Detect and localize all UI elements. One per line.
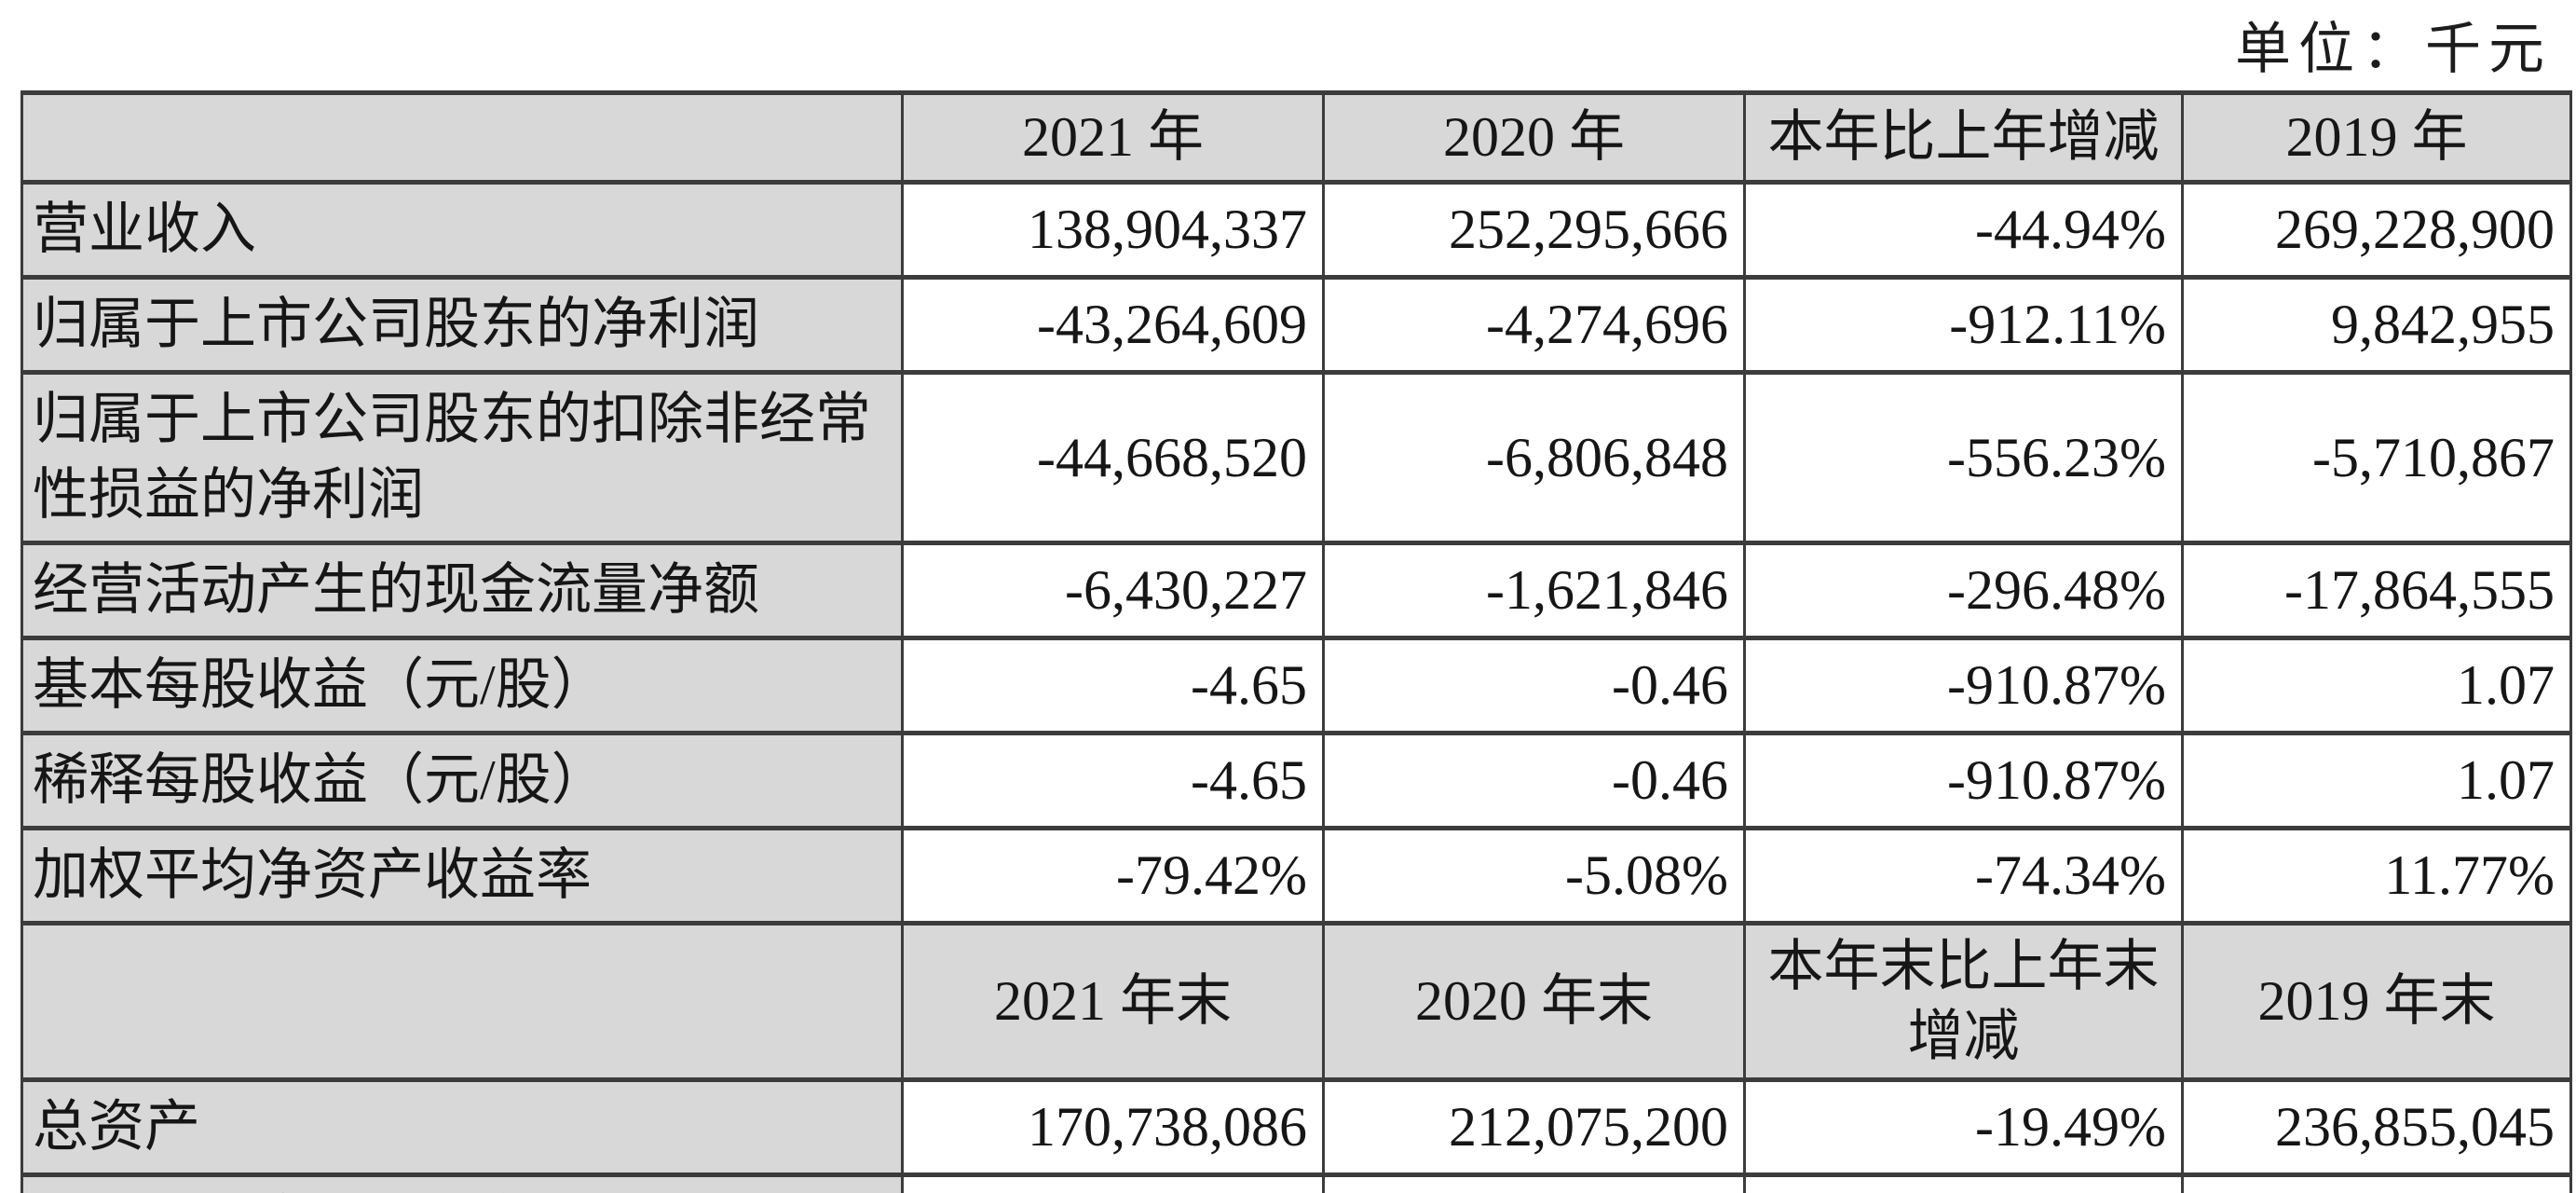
value-change: -556.23% [1743, 370, 2184, 545]
value-2019: -17,864,555 [2181, 541, 2572, 640]
row-label: 加权平均净资产收益率 [20, 826, 904, 926]
table-row-net-profit-excl-nonrecurring: 归属于上市公司股东的扣除非经常性损益的净利润 -44,668,520 -6,80… [20, 370, 2572, 545]
value-2021: -43,264,609 [901, 275, 1325, 375]
header-2020-end: 2020 年末 [1322, 921, 1746, 1082]
value-2019: -5,710,867 [2181, 370, 2572, 545]
header-2021: 2021 年 [901, 90, 1325, 185]
table-row-diluted-eps: 稀释每股收益（元/股） -4.65 -0.46 -910.87% 1.07 [20, 731, 2572, 830]
row-label: 归属于上市公司股东的净资产 [20, 1172, 904, 1193]
header-yearend-change-line2: 增减 [1907, 1005, 2020, 1067]
value-2019: 1.07 [2181, 731, 2572, 830]
row-label: 经营活动产生的现金流量净额 [20, 541, 904, 640]
corner-cell [20, 90, 904, 185]
value-2019: 269,228,900 [2181, 180, 2572, 280]
value-change: -912.11% [1743, 275, 2184, 375]
value-2021: -4.65 [901, 731, 1325, 830]
value-2020: 76,857,447 [1322, 1172, 1746, 1193]
annual-header-row: 2021 年 2020 年 本年比上年增减 2019 年 [20, 90, 2572, 185]
table-row-net-assets: 归属于上市公司股东的净资产 32,098,060 76,857,447 -58.… [20, 1172, 2572, 1193]
value-2019: 1.07 [2181, 636, 2572, 735]
value-change: -19.49% [1743, 1077, 2184, 1177]
value-change: -296.48% [1743, 541, 2184, 640]
value-change: -58.24% [1743, 1172, 2184, 1193]
row-label: 归属于上市公司股东的扣除非经常性损益的净利润 [20, 370, 904, 545]
value-2020: -0.46 [1322, 636, 1746, 735]
value-2020: -6,806,848 [1322, 370, 1746, 545]
value-2021: 170,738,086 [901, 1077, 1325, 1177]
table-row-net-profit: 归属于上市公司股东的净利润 -43,264,609 -4,274,696 -91… [20, 275, 2572, 375]
value-2021: -44,668,520 [901, 370, 1325, 545]
value-2021: 138,904,337 [901, 180, 1325, 280]
value-2021: 32,098,060 [901, 1172, 1325, 1193]
value-2019: 11.77% [2181, 826, 2572, 926]
financial-summary-table: 2021 年 2020 年 本年比上年增减 2019 年 营业收入 138,90… [20, 90, 2572, 1193]
row-label: 稀释每股收益（元/股） [20, 731, 904, 830]
table-row-total-assets: 总资产 170,738,086 212,075,200 -19.49% 236,… [20, 1077, 2572, 1177]
table-row-basic-eps: 基本每股收益（元/股） -4.65 -0.46 -910.87% 1.07 [20, 636, 2572, 735]
row-label: 总资产 [20, 1077, 904, 1177]
table-row-revenue: 营业收入 138,904,337 252,295,666 -44.94% 269… [20, 180, 2572, 280]
corner-cell [20, 921, 904, 1082]
value-2020: 212,075,200 [1322, 1077, 1746, 1177]
header-2019-end: 2019 年末 [2181, 921, 2572, 1082]
yearend-header-row: 2021 年末 2020 年末 本年末比上年末 增减 2019 年末 [20, 921, 2572, 1082]
header-2019: 2019 年 [2181, 90, 2572, 185]
header-yearend-change-line1: 本年末比上年末 [1767, 935, 2160, 997]
value-change: -910.87% [1743, 636, 2184, 735]
value-2021: -79.42% [901, 826, 1325, 926]
value-2020: 252,295,666 [1322, 180, 1746, 280]
header-yearend-change: 本年末比上年末 增减 [1743, 921, 2184, 1082]
value-2021: -6,430,227 [901, 541, 1325, 640]
value-2019: 87,921,915 [2181, 1172, 2572, 1193]
row-label: 基本每股收益（元/股） [20, 636, 904, 735]
value-change: -910.87% [1743, 731, 2184, 830]
value-2019: 9,842,955 [2181, 275, 2572, 375]
value-change: -74.34% [1743, 826, 2184, 926]
row-label: 营业收入 [20, 180, 904, 280]
table-row-operating-cash-flow: 经营活动产生的现金流量净额 -6,430,227 -1,621,846 -296… [20, 541, 2572, 640]
row-label: 归属于上市公司股东的净利润 [20, 275, 904, 375]
table-row-weighted-avg-roe: 加权平均净资产收益率 -79.42% -5.08% -74.34% 11.77% [20, 826, 2572, 926]
value-2020: -4,274,696 [1322, 275, 1746, 375]
header-2021-end: 2021 年末 [901, 921, 1325, 1082]
value-2020: -0.46 [1322, 731, 1746, 830]
header-yoy-change: 本年比上年增减 [1743, 90, 2184, 185]
value-change: -44.94% [1743, 180, 2184, 280]
header-2020: 2020 年 [1322, 90, 1746, 185]
value-2019: 236,855,045 [2181, 1077, 2572, 1177]
value-2020: -1,621,846 [1322, 541, 1746, 640]
unit-label: 单位：千元 [2235, 19, 2552, 80]
value-2021: -4.65 [901, 636, 1325, 735]
value-2020: -5.08% [1322, 826, 1746, 926]
